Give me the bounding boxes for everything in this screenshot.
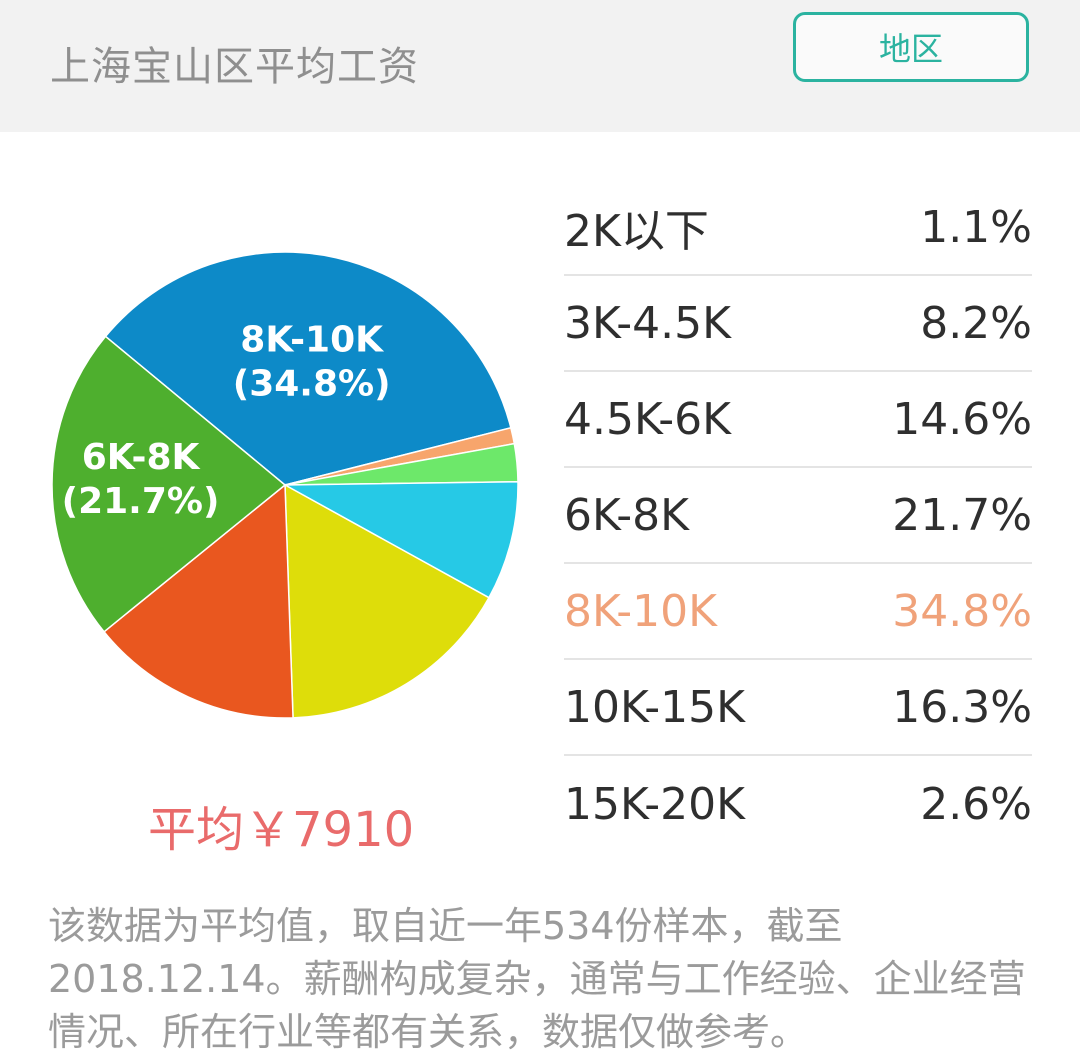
average-salary: 平均￥7910: [148, 802, 415, 858]
legend-percent: 14.6%: [892, 393, 1032, 445]
legend-row: 2K以下 1.1%: [564, 180, 1032, 276]
legend-percent: 2.6%: [920, 778, 1032, 830]
legend-row: 15K-20K 2.6%: [564, 756, 1032, 852]
salary-pie-chart: 8K-10K (34.8%)6K-8K (21.7%): [51, 251, 519, 719]
legend-percent: 8.2%: [920, 297, 1032, 349]
pie-slice: [284, 483, 490, 719]
legend-range: 10K-15K: [564, 681, 745, 733]
legend-range: 15K-20K: [564, 778, 745, 830]
legend-percent: 21.7%: [892, 489, 1032, 541]
legend-row: 6K-8K 21.7%: [564, 468, 1032, 564]
pie-slice: [102, 483, 294, 719]
legend-range: 6K-8K: [564, 489, 689, 541]
legend-range: 3K-4.5K: [564, 297, 731, 349]
legend-row: 3K-4.5K 8.2%: [564, 276, 1032, 372]
page-title: 上海宝山区平均工资: [50, 44, 419, 90]
legend-row-highlighted: 8K-10K 34.8%: [564, 564, 1032, 660]
legend-range: 2K以下: [564, 206, 709, 257]
legend-row: 4.5K-6K 14.6%: [564, 372, 1032, 468]
legend-range: 4.5K-6K: [564, 393, 731, 445]
pie-slice-label: 6K-8K (21.7%): [62, 437, 220, 522]
legend-percent: 1.1%: [920, 201, 1032, 253]
salary-legend: 2K以下 1.1% 3K-4.5K 8.2% 4.5K-6K 14.6% 6K-…: [564, 180, 1032, 852]
legend-percent: 16.3%: [892, 681, 1032, 733]
region-button[interactable]: 地区: [793, 12, 1029, 82]
legend-range: 8K-10K: [564, 585, 717, 637]
pie-slice: [51, 335, 287, 633]
header: 上海宝山区平均工资 地区: [0, 0, 1080, 132]
legend-row: 10K-15K 16.3%: [564, 660, 1032, 756]
legend-percent: 34.8%: [892, 585, 1032, 637]
pie-slice: [282, 480, 519, 599]
footnote: 该数据为平均值，取自近一年534份样本，截至2018.12.14。薪酬构成复杂，…: [48, 904, 1026, 1054]
pie-slice: [104, 251, 512, 486]
pie-slice-label: 8K-10K (34.8%): [233, 319, 391, 404]
